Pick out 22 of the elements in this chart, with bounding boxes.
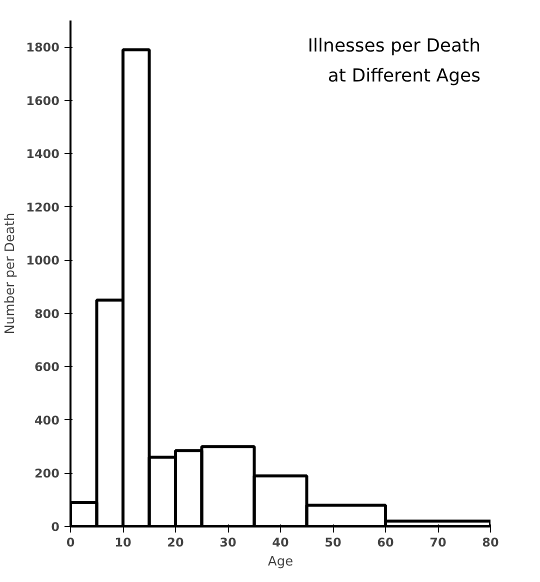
y-tick-label: 1000 — [26, 254, 60, 268]
y-tick-label: 1800 — [26, 40, 60, 55]
y-tick-label: 600 — [34, 360, 60, 374]
x-tick-label: 70 — [430, 536, 446, 550]
x-tick-label: 50 — [324, 536, 342, 550]
x-tick-label: 20 — [167, 536, 184, 550]
y-tick-label: 1400 — [26, 147, 60, 162]
x-axis-title: Age — [268, 554, 294, 570]
y-tick-label: 1600 — [26, 94, 60, 108]
x-tick-label: 60 — [377, 536, 394, 550]
y-tick-label: 0 — [51, 520, 60, 534]
y-tick-label: 200 — [34, 466, 60, 481]
y-axis-title: Number per Death — [3, 212, 18, 334]
x-tick-label: 40 — [272, 536, 289, 550]
y-tick-label: 1200 — [26, 200, 60, 214]
y-tick-label: 400 — [34, 413, 60, 428]
x-tick-label: 10 — [114, 536, 132, 550]
x-tick-label: 0 — [66, 536, 75, 550]
x-tick-label: 80 — [482, 536, 499, 550]
x-tick-label: 30 — [220, 536, 236, 550]
text: Illnesses per Death at Different Ages — [308, 36, 481, 86]
y-tick-label: 800 — [34, 306, 60, 321]
